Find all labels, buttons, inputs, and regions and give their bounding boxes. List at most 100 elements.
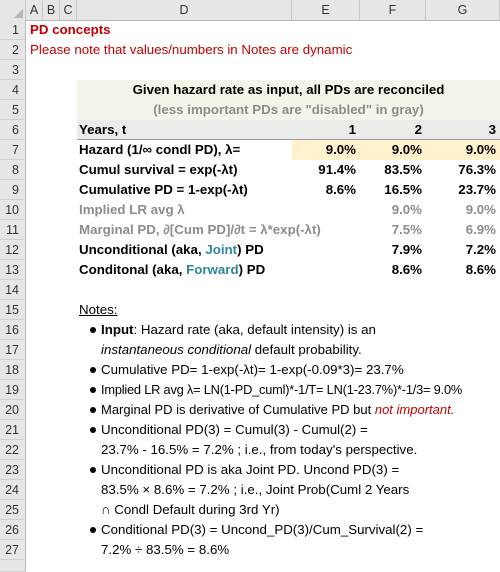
note-unconditional[interactable]: Unconditional PD(3) = Cumul(3) - Cumul(2…	[101, 422, 368, 437]
table-subheading[interactable]: (less important PDs are "disabled" in gr…	[153, 102, 424, 117]
note-input-bold: Input	[101, 322, 134, 337]
survival-label[interactable]: Cumul survival = exp(-λt)	[79, 162, 238, 177]
forward-term: Forward	[186, 262, 239, 277]
implied-lr-2[interactable]: 9.0%	[391, 202, 422, 217]
row-header-5[interactable]: 5	[0, 100, 26, 120]
note-marginal[interactable]: Marginal PD is derivative of Cumulative …	[101, 400, 454, 420]
survival-3[interactable]: 76.3%	[458, 162, 496, 177]
note-unconditional-cont[interactable]: 23.7% - 16.5% = 7.2% ; i.e., from today'…	[101, 442, 418, 457]
row-header-16[interactable]: 16	[0, 320, 26, 340]
cumulative-pd-label[interactable]: Cumulative PD = 1-exp(-λt)	[79, 182, 248, 197]
hazard-label[interactable]: Hazard (1/∞ condl PD), λ=	[79, 142, 241, 157]
column-header-a[interactable]: A	[26, 0, 43, 20]
note-input-cont-rest: default probability.	[251, 342, 362, 357]
row-header-24[interactable]: 24	[0, 480, 26, 500]
note-input-cont[interactable]: instantaneous conditional default probab…	[101, 340, 362, 360]
row-header-12[interactable]: 12	[0, 240, 26, 260]
implied-lr-label[interactable]: Implied LR avg λ	[79, 202, 185, 217]
years-label[interactable]: Years, t	[79, 122, 127, 137]
note-joint-cont[interactable]: 83.5% × 8.6% = 7.2% ; i.e., Joint Prob(C…	[101, 482, 410, 497]
marginal-pd-label[interactable]: Marginal PD, ∂[Cum PD]/∂t = λ*exp(-λt)	[79, 222, 321, 237]
hazard-input-2[interactable]: 9.0%	[360, 140, 426, 160]
row-header-11[interactable]: 11	[0, 220, 26, 240]
unconditional-label-pre: Unconditional (aka,	[79, 242, 206, 257]
bullet-icon	[90, 407, 96, 413]
row-header-6[interactable]: 6	[0, 120, 26, 140]
column-header-g[interactable]: G	[426, 0, 500, 20]
row-header-8[interactable]: 8	[0, 160, 26, 180]
cumulative-pd-1[interactable]: 8.6%	[325, 182, 356, 197]
cumulative-pd-3[interactable]: 23.7%	[458, 182, 496, 197]
column-header-bar: A B C D E F G	[0, 0, 500, 21]
row-header-18[interactable]: 18	[0, 360, 26, 380]
survival-2[interactable]: 83.5%	[384, 162, 422, 177]
unconditional-pd-2[interactable]: 7.9%	[391, 242, 422, 257]
year-2[interactable]: 2	[414, 122, 422, 137]
row-header-7[interactable]: 7	[0, 140, 26, 160]
row-header-22[interactable]: 22	[0, 440, 26, 460]
column-header-c[interactable]: C	[60, 0, 77, 20]
column-header-f[interactable]: F	[360, 0, 426, 20]
note-cumulative[interactable]: Cumulative PD= 1-exp(-λt)= 1-exp(-0.09*3…	[101, 362, 404, 377]
conditional-pd-2[interactable]: 8.6%	[391, 262, 422, 277]
note-joint-cont-2[interactable]: ∩ Condl Default during 3rd Yr)	[101, 502, 280, 517]
row-header-23[interactable]: 23	[0, 460, 26, 480]
bullet-icon	[90, 387, 96, 393]
row-header-14[interactable]: 14	[0, 280, 26, 300]
row-header-4[interactable]: 4	[0, 80, 26, 100]
note-input-italic: instantaneous conditional	[101, 342, 252, 357]
unconditional-pd-3[interactable]: 7.2%	[465, 242, 496, 257]
dynamic-values-note[interactable]: Please note that values/numbers in Notes…	[30, 42, 353, 57]
bullet-icon	[90, 427, 96, 433]
row-header-10[interactable]: 10	[0, 200, 26, 220]
survival-1[interactable]: 91.4%	[318, 162, 356, 177]
marginal-pd-3[interactable]: 6.9%	[465, 222, 496, 237]
years-row-band	[77, 120, 500, 140]
year-1[interactable]: 1	[348, 122, 356, 137]
sheet-title[interactable]: PD concepts	[30, 22, 111, 37]
row-header-27[interactable]: 27	[0, 540, 26, 560]
bullet-icon	[90, 327, 96, 333]
note-marginal-em: not important.	[374, 402, 455, 417]
notes-heading[interactable]: Notes:	[79, 302, 118, 317]
bullet-icon	[90, 527, 96, 533]
column-header-b[interactable]: B	[43, 0, 60, 20]
row-header-3[interactable]: 3	[0, 60, 26, 80]
hazard-input-3[interactable]: 9.0%	[426, 140, 500, 160]
row-header-17[interactable]: 17	[0, 340, 26, 360]
conditional-pd-3[interactable]: 8.6%	[465, 262, 496, 277]
note-conditional[interactable]: Conditional PD(3) = Uncond_PD(3)/Cum_Sur…	[101, 522, 424, 537]
implied-lr-3[interactable]: 9.0%	[465, 202, 496, 217]
note-conditional-cont[interactable]: 7.2% ÷ 83.5% = 8.6%	[101, 542, 230, 557]
hazard-input-1[interactable]: 9.0%	[292, 140, 360, 160]
row-header-21[interactable]: 21	[0, 420, 26, 440]
column-header-e[interactable]: E	[292, 0, 360, 20]
row-header-2[interactable]: 2	[0, 40, 26, 60]
note-joint[interactable]: Unconditional PD is aka Joint PD. Uncond…	[101, 462, 400, 477]
conditional-pd-label[interactable]: Conditonal (aka, Forward) PD	[79, 260, 265, 280]
table-heading[interactable]: Given hazard rate as input, all PDs are …	[132, 82, 445, 97]
bullet-icon	[90, 367, 96, 373]
select-all-corner[interactable]	[0, 0, 26, 20]
note-marginal-pre: Marginal PD is derivative of Cumulative …	[101, 402, 375, 417]
row-header-1[interactable]: 1	[0, 20, 26, 40]
table-heading-band	[77, 80, 500, 120]
row-header-28[interactable]	[0, 560, 26, 572]
column-header-d[interactable]: D	[77, 0, 292, 20]
bullet-icon	[90, 467, 96, 473]
note-implied[interactable]: Implied LR avg λ= LN(1-PD_cuml)*-1/T= LN…	[101, 382, 463, 397]
note-input-rest: : Hazard rate (aka, default intensity) i…	[133, 322, 376, 337]
row-header-13[interactable]: 13	[0, 260, 26, 280]
row-header-15[interactable]: 15	[0, 300, 26, 320]
row-header-19[interactable]: 19	[0, 380, 26, 400]
row-header-25[interactable]: 25	[0, 500, 26, 520]
unconditional-pd-label[interactable]: Unconditional (aka, Joint) PD	[79, 240, 264, 260]
note-input[interactable]: Input: Hazard rate (aka, default intensi…	[101, 320, 376, 340]
cumulative-pd-2[interactable]: 16.5%	[384, 182, 422, 197]
year-3[interactable]: 3	[488, 122, 496, 137]
joint-term: Joint	[205, 242, 238, 257]
marginal-pd-2[interactable]: 7.5%	[391, 222, 422, 237]
row-header-26[interactable]: 26	[0, 520, 26, 540]
row-header-20[interactable]: 20	[0, 400, 26, 420]
row-header-9[interactable]: 9	[0, 180, 26, 200]
